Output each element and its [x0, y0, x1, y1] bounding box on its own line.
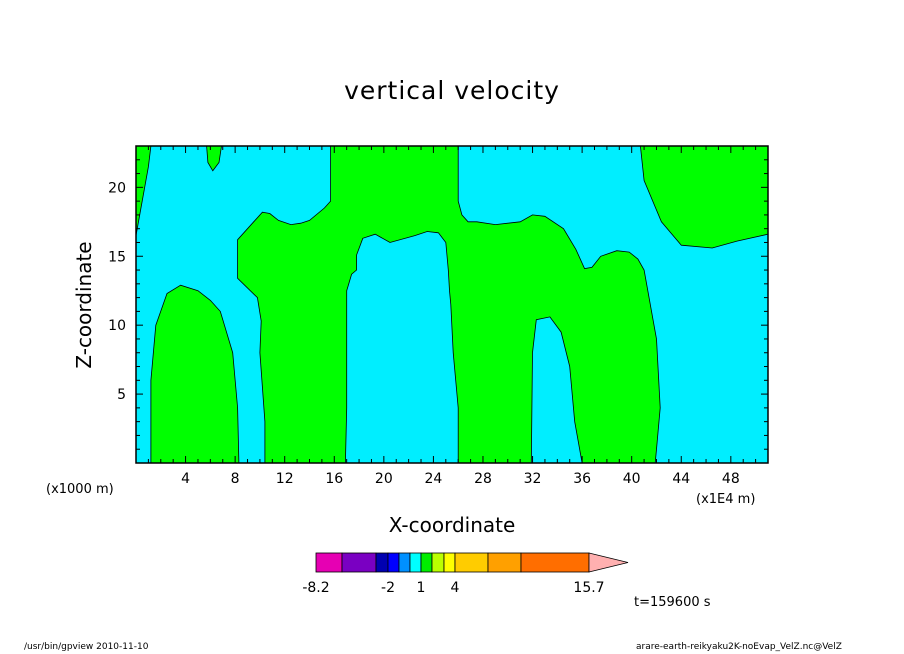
colorbar-swatch — [454, 552, 489, 573]
x-tick-label: 44 — [672, 471, 690, 487]
x-tick-label: 28 — [474, 471, 492, 487]
colorbar-swatch — [409, 552, 422, 573]
plot-frame — [135, 145, 769, 464]
colorbar-swatch — [487, 552, 522, 573]
colorbar-swatch — [387, 552, 400, 573]
x-tick-label: 8 — [231, 471, 240, 487]
colorbar-label: 15.7 — [573, 580, 604, 596]
x-unit-right-label: (x1E4 m) — [696, 492, 756, 507]
colorbar-end-arrow — [588, 552, 629, 573]
colorbar-swatch — [443, 552, 456, 573]
plot-area — [135, 145, 769, 464]
colorbar-swatch — [431, 552, 445, 573]
footer-filename: arare-earth-reikyaku2K-noEvap_VelZ.nc@Ve… — [636, 642, 842, 652]
positive-region-4 — [237, 145, 661, 464]
x-tick-label: 12 — [276, 471, 294, 487]
x-tick-label: 20 — [375, 471, 393, 487]
footer-command: /usr/bin/gpview 2010-11-10 — [24, 642, 149, 652]
y-tick-label: 10 — [108, 318, 126, 334]
y-tick-label: 20 — [108, 180, 126, 196]
x-unit-left-label: (x1000 m) — [46, 482, 114, 497]
x-tick-label: 32 — [524, 471, 542, 487]
colorbar-label: 1 — [417, 580, 426, 596]
positive-region-3 — [150, 284, 240, 464]
x-tick-label: 36 — [573, 471, 591, 487]
x-axis-label: X-coordinate — [388, 513, 516, 537]
x-tick-label: 40 — [623, 471, 641, 487]
colorbar-label: -8.2 — [302, 580, 329, 596]
colorbar-swatch — [315, 552, 343, 573]
y-tick-label: 5 — [117, 387, 126, 403]
colorbar-label: -2 — [381, 580, 395, 596]
time-label: t=159600 s — [634, 595, 711, 610]
colorbar-swatch — [420, 552, 433, 573]
colorbar-swatch — [398, 552, 411, 573]
colorbar: -8.2 -2 1 4 15.7 — [302, 552, 629, 596]
x-tick-label: 24 — [424, 471, 442, 487]
chart-title: vertical velocity — [344, 76, 560, 105]
x-tick-label: 4 — [181, 471, 190, 487]
colorbar-swatch — [520, 552, 590, 573]
colorbar-label: 4 — [451, 580, 460, 596]
colorbar-swatch — [375, 552, 389, 573]
y-tick-label: 15 — [108, 249, 126, 265]
x-tick-label: 16 — [325, 471, 343, 487]
colorbar-swatch — [341, 552, 377, 573]
x-tick-label: 48 — [722, 471, 740, 487]
